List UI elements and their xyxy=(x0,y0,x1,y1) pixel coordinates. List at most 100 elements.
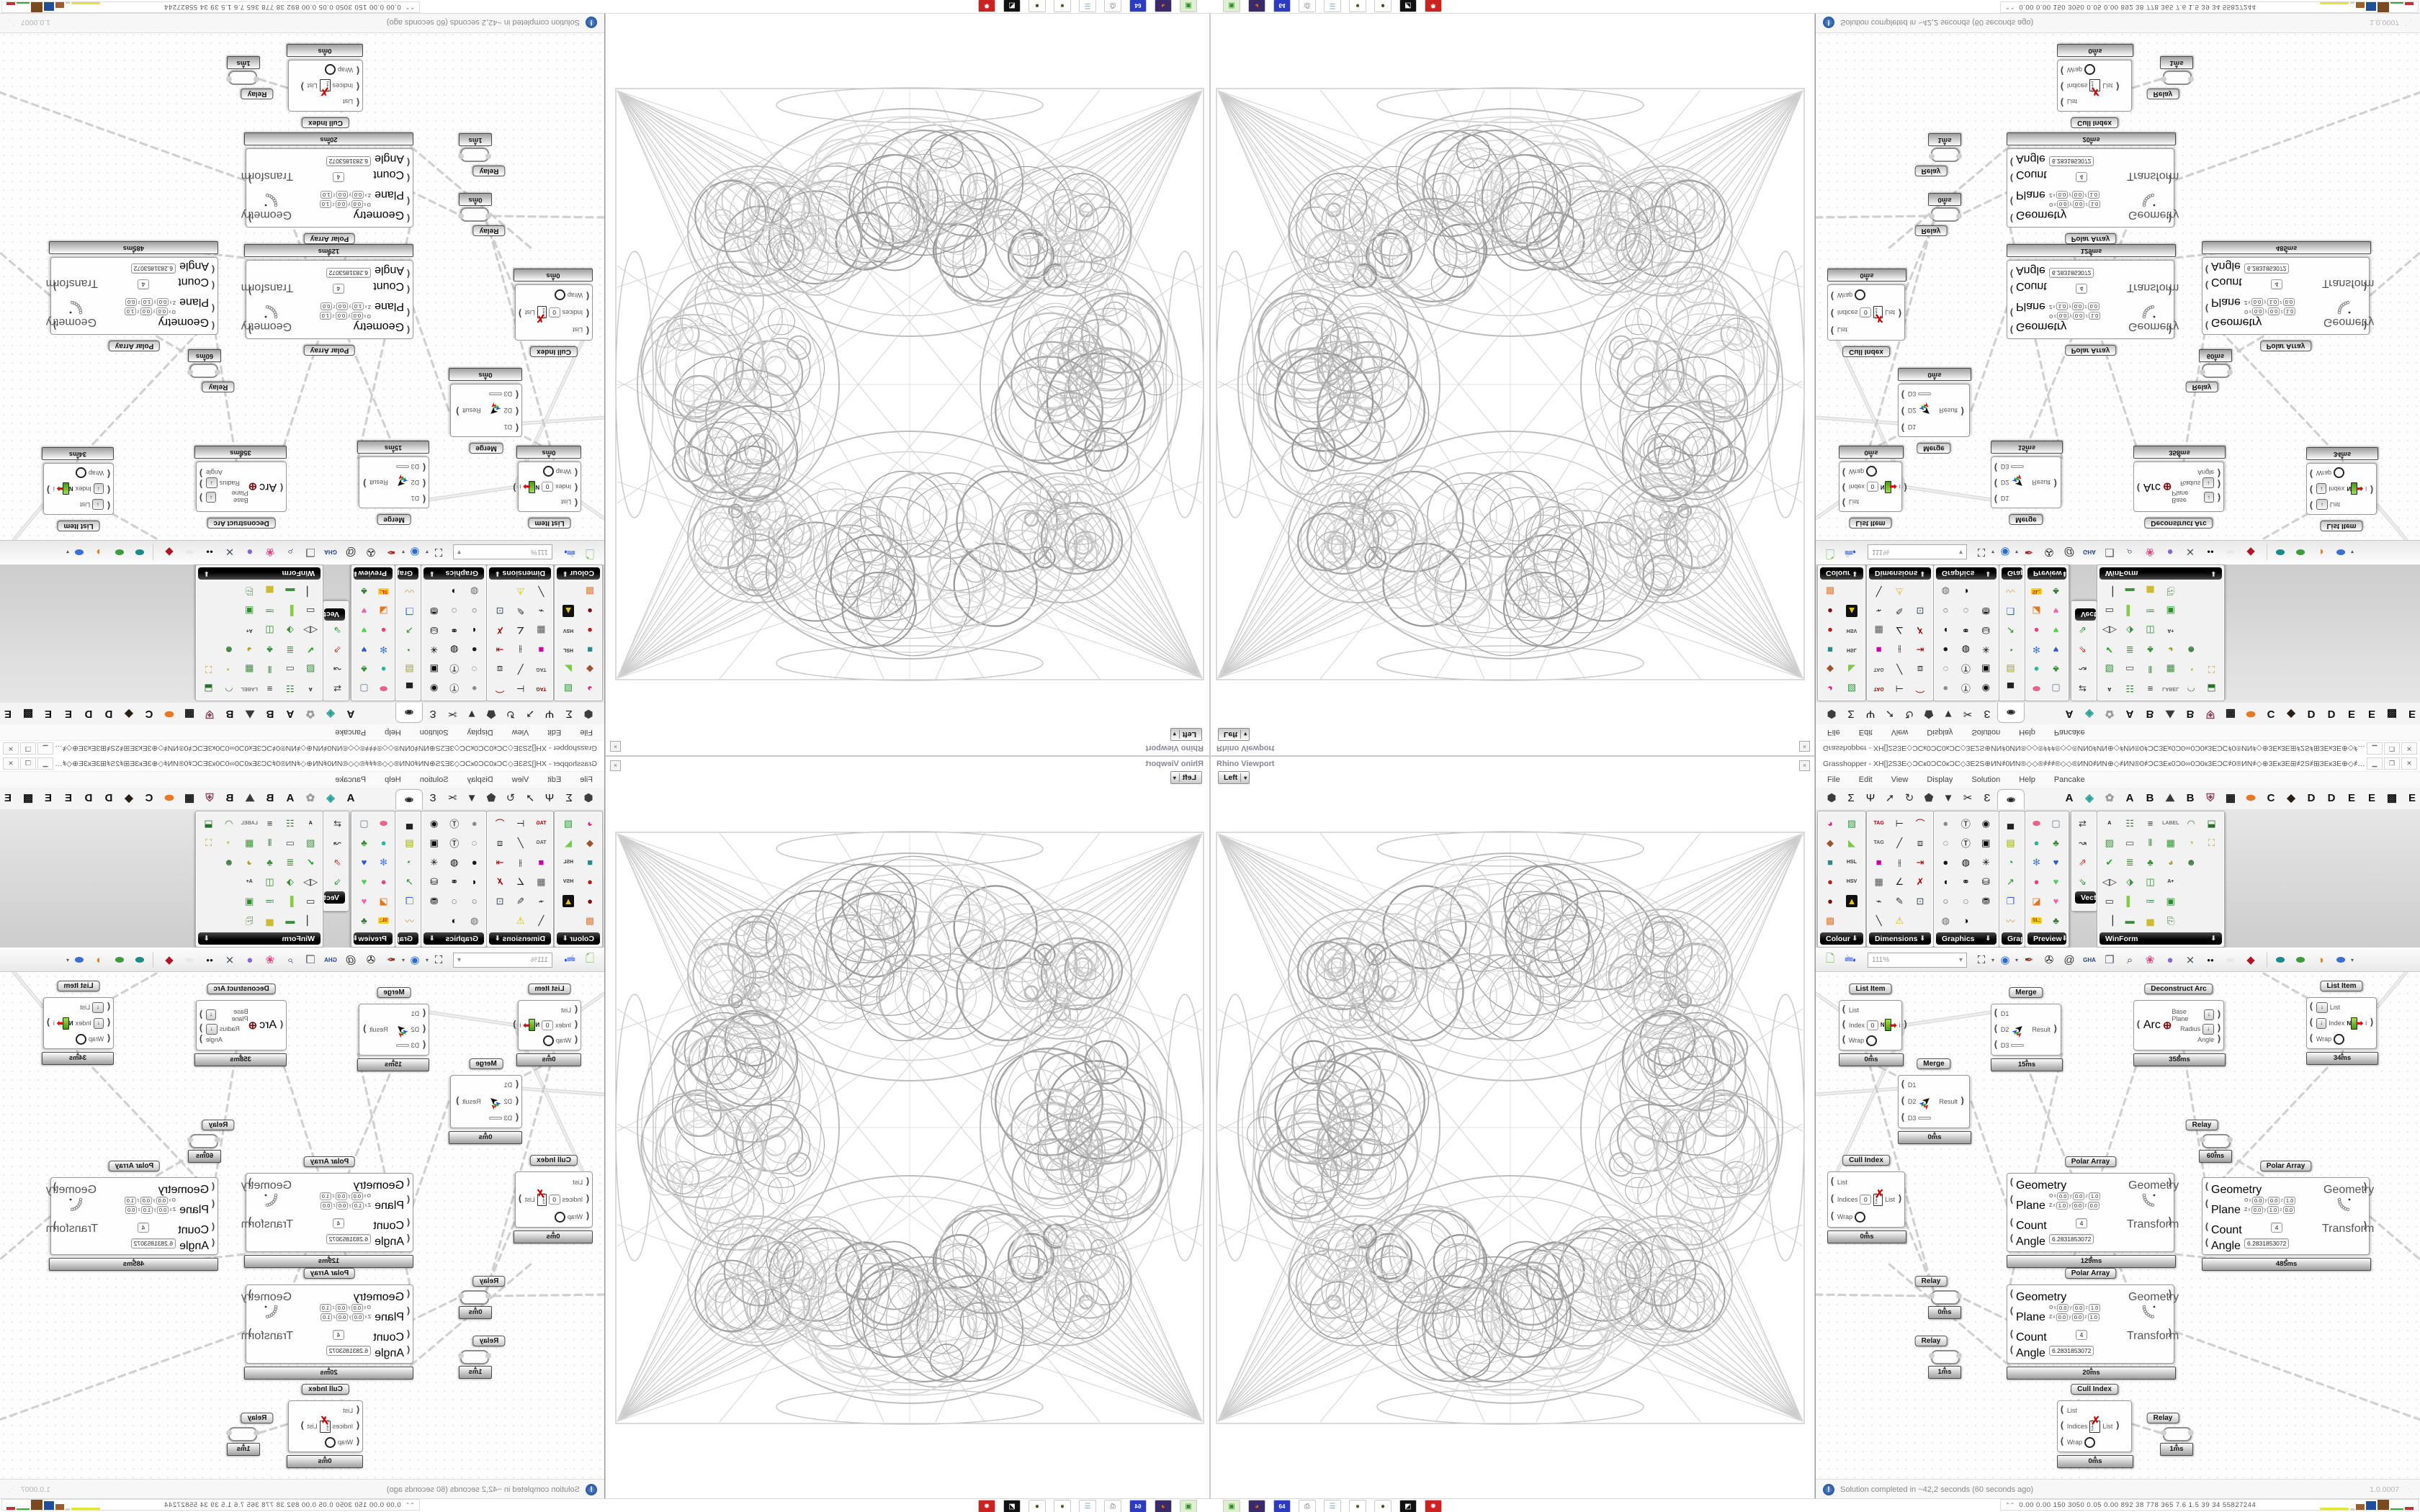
palette-icon[interactable] xyxy=(1910,582,1930,601)
new-file-icon[interactable]: 🗋 xyxy=(1825,952,1835,965)
palette-icon[interactable]: Ⓣ xyxy=(449,819,460,829)
params-icon[interactable]: ⬢ xyxy=(1827,708,1837,720)
value-box[interactable]: 4 xyxy=(2076,1218,2087,1228)
port-icon[interactable]: ( xyxy=(421,1023,427,1035)
palette-icon[interactable]: ● xyxy=(1942,818,1949,829)
bake-orange-icon[interactable]: ◑ xyxy=(2317,953,2324,966)
palette-icon[interactable]: ▌ xyxy=(2126,896,2133,906)
display-eye-tab[interactable]: ◉ xyxy=(395,789,423,811)
annotate-icon[interactable]: @ xyxy=(345,546,357,559)
palette-icon[interactable]: ☻ xyxy=(224,644,234,655)
node-name-tag[interactable]: Polar Array xyxy=(2064,1156,2117,1167)
port-icon[interactable]: ( xyxy=(585,1176,591,1187)
palette-icon[interactable]: ● xyxy=(587,896,593,906)
expression-down-icon[interactable]: ↓ xyxy=(205,492,217,503)
palette-icon[interactable] xyxy=(2181,911,2201,930)
balloon-icon[interactable]: ● xyxy=(246,953,254,966)
window-doc-icon[interactable]: ❐ xyxy=(305,954,315,966)
palette-icon[interactable]: ♣ xyxy=(361,586,367,597)
sphere2-icon[interactable]: ● xyxy=(1374,1500,1392,1512)
palette-icon[interactable]: ⌁ xyxy=(538,895,544,906)
palette-icon[interactable]: SL; xyxy=(2030,917,2043,924)
port-icon[interactable]: ) xyxy=(198,492,204,503)
relay-capsule[interactable] xyxy=(189,364,218,378)
sketch-pen-icon[interactable]: ✒ xyxy=(386,954,396,966)
category-tab-10[interactable]: C xyxy=(145,792,153,804)
printer-icon[interactable]: ⎙ xyxy=(1299,1500,1316,1512)
window-doc-icon[interactable]: ❐ xyxy=(2105,954,2115,966)
node-body[interactable]: (List(Indices 0 1 2 ✗ List)(Wrap xyxy=(2057,60,2132,112)
rings-icon[interactable]: ◌◌ xyxy=(186,956,193,963)
menu-display[interactable]: Display xyxy=(1927,775,1953,784)
palette-footer-colour[interactable]: Colour ⬇ xyxy=(557,932,600,945)
value-box[interactable]: 4 xyxy=(333,1330,344,1340)
palette-icon[interactable]: ♥ xyxy=(361,876,367,887)
palette-icon[interactable]: ╲ xyxy=(538,586,544,598)
value-box[interactable]: 4 xyxy=(333,284,344,294)
port-icon[interactable]: ) xyxy=(247,324,253,335)
palette-icon[interactable]: ▨ xyxy=(306,837,315,848)
palette-icon[interactable]: ⇘ xyxy=(333,876,341,887)
palette-icon[interactable]: ⊢ xyxy=(516,683,525,695)
port-icon[interactable]: ( xyxy=(2009,1218,2015,1228)
palette-icon[interactable]: ♥ xyxy=(2053,876,2059,887)
value-box[interactable]: 1.0 xyxy=(2283,307,2296,315)
menu-display[interactable]: Display xyxy=(1927,728,1953,737)
grasshopper-red-icon[interactable]: ✸ xyxy=(1425,0,1442,12)
palette-icon[interactable]: ◌ xyxy=(1963,896,1969,906)
value-box[interactable]: 0 xyxy=(548,1194,560,1205)
menu-file[interactable]: File xyxy=(580,728,593,737)
palette-icon[interactable]: ▭ xyxy=(2125,664,2135,675)
port-icon[interactable]: ( xyxy=(1900,405,1906,416)
window-doc-icon[interactable]: ❐ xyxy=(2105,546,2115,558)
palette-icon[interactable]: HSL xyxy=(1847,860,1857,865)
wrap-toggle-icon[interactable] xyxy=(542,466,554,477)
palette-icon[interactable]: ○ xyxy=(471,606,478,616)
bake-teal-icon[interactable]: ⬬ xyxy=(2275,546,2285,559)
value-box[interactable]: 1.0 xyxy=(124,1197,137,1205)
canvas-zoom-input[interactable]: 111% ▾ xyxy=(1868,952,1967,968)
port-icon[interactable]: ) xyxy=(247,1177,253,1188)
palette-icon[interactable]: ⬓ xyxy=(2207,683,2216,695)
port-icon[interactable]: ) xyxy=(2167,1328,2173,1338)
palette-icon[interactable]: ⫴ xyxy=(2148,664,2153,675)
value-box[interactable]: 0.0 xyxy=(2071,191,2084,199)
value-box[interactable]: 0 xyxy=(1866,1020,1878,1030)
printer-icon[interactable]: ⎙ xyxy=(1104,1500,1121,1512)
menu-help[interactable]: Help xyxy=(2019,775,2035,784)
palette-icon[interactable]: SL; xyxy=(377,917,390,924)
palette-icon[interactable]: ◍ xyxy=(1961,644,1970,656)
palette-icon[interactable]: HSL xyxy=(1847,647,1857,652)
node-merge[interactable]: Merge(D1(D2 ➤ ➤ ➤ ➤ Result)(D3 ▲ 15ms xyxy=(1991,987,2063,1071)
gem-icon[interactable]: ◆ xyxy=(2246,546,2255,558)
annotate-icon[interactable]: @ xyxy=(2063,953,2075,966)
port-icon[interactable]: ( xyxy=(573,1004,579,1015)
rings-icon[interactable]: ◌◌ xyxy=(186,549,193,556)
node-name-tag[interactable]: List Item xyxy=(2320,521,2363,531)
palette-icon[interactable]: ⊡ xyxy=(496,895,504,906)
node-name-tag[interactable]: Deconstruct Arc xyxy=(207,518,276,528)
palette-icon[interactable]: ▣ xyxy=(245,606,254,617)
palette-icon[interactable]: ❐ xyxy=(2006,606,2015,617)
value-box[interactable]: 1.0 xyxy=(320,1313,333,1321)
value-box[interactable]: 1.0 xyxy=(2088,1192,2101,1200)
value-box[interactable]: 4 xyxy=(2271,279,2282,289)
palette-icon[interactable]: A+ xyxy=(246,628,253,633)
port-icon[interactable]: ( xyxy=(573,482,579,493)
node-deconstruct-arc[interactable]: Deconstruct Arc(Arc ⊕ Base Plane ↓) Radius ↓)… xyxy=(2133,984,2226,1066)
sphere2-icon[interactable]: ● xyxy=(1028,1500,1046,1512)
node-name-tag[interactable]: Merge xyxy=(469,443,503,454)
port-icon[interactable]: ( xyxy=(1993,1040,1999,1051)
port-icon[interactable]: ( xyxy=(2308,1033,2314,1044)
palette-icon[interactable]: ◫ xyxy=(2146,625,2155,636)
collapse-chevrons-icon[interactable]: ⌃⌃ xyxy=(2005,4,2015,11)
category-tab-8[interactable]: ▦ xyxy=(184,792,195,804)
palette-icon[interactable] xyxy=(424,582,444,601)
title-bar[interactable]: Grasshopper - XH[]2S3E◇ƆCк0ƆC0кƆC◇3E2S⊕И… xyxy=(1816,740,2420,756)
port-icon[interactable]: ( xyxy=(210,1222,216,1233)
